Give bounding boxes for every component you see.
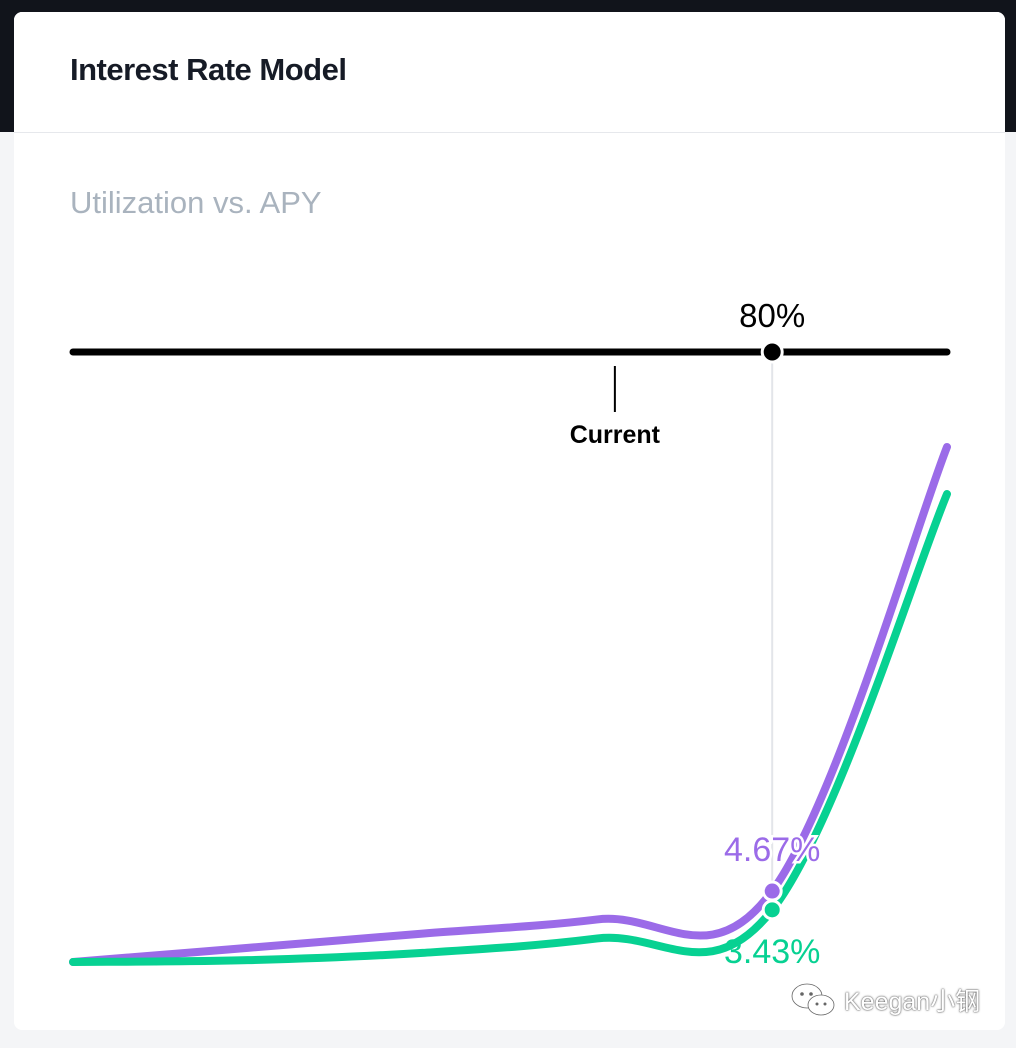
current-marker-label: Current <box>570 421 661 449</box>
watermark: Keegan小钢 <box>790 982 980 1018</box>
utilization-slider-handle[interactable] <box>760 340 784 364</box>
borrow-apy-line <box>69 442 951 966</box>
borrow-value-point <box>761 880 783 902</box>
chat-bubbles-icon <box>790 982 835 1016</box>
interest-rate-model-card: Interest Rate Model Utilization vs. APY <box>14 12 1005 1030</box>
selected-utilization-label: 80% <box>739 297 805 334</box>
card-header: Interest Rate Model <box>14 12 1005 133</box>
supply-value-point <box>761 899 783 921</box>
watermark-text: Keegan小钢 <box>844 988 981 1016</box>
chart-title: Utilization vs. APY <box>70 185 322 220</box>
supply-apy-label: 3.43% <box>724 933 820 971</box>
borrow-apy-label: 4.67% <box>724 831 820 869</box>
card-title: Interest Rate Model <box>70 52 347 87</box>
supply-apy-line <box>69 490 951 966</box>
